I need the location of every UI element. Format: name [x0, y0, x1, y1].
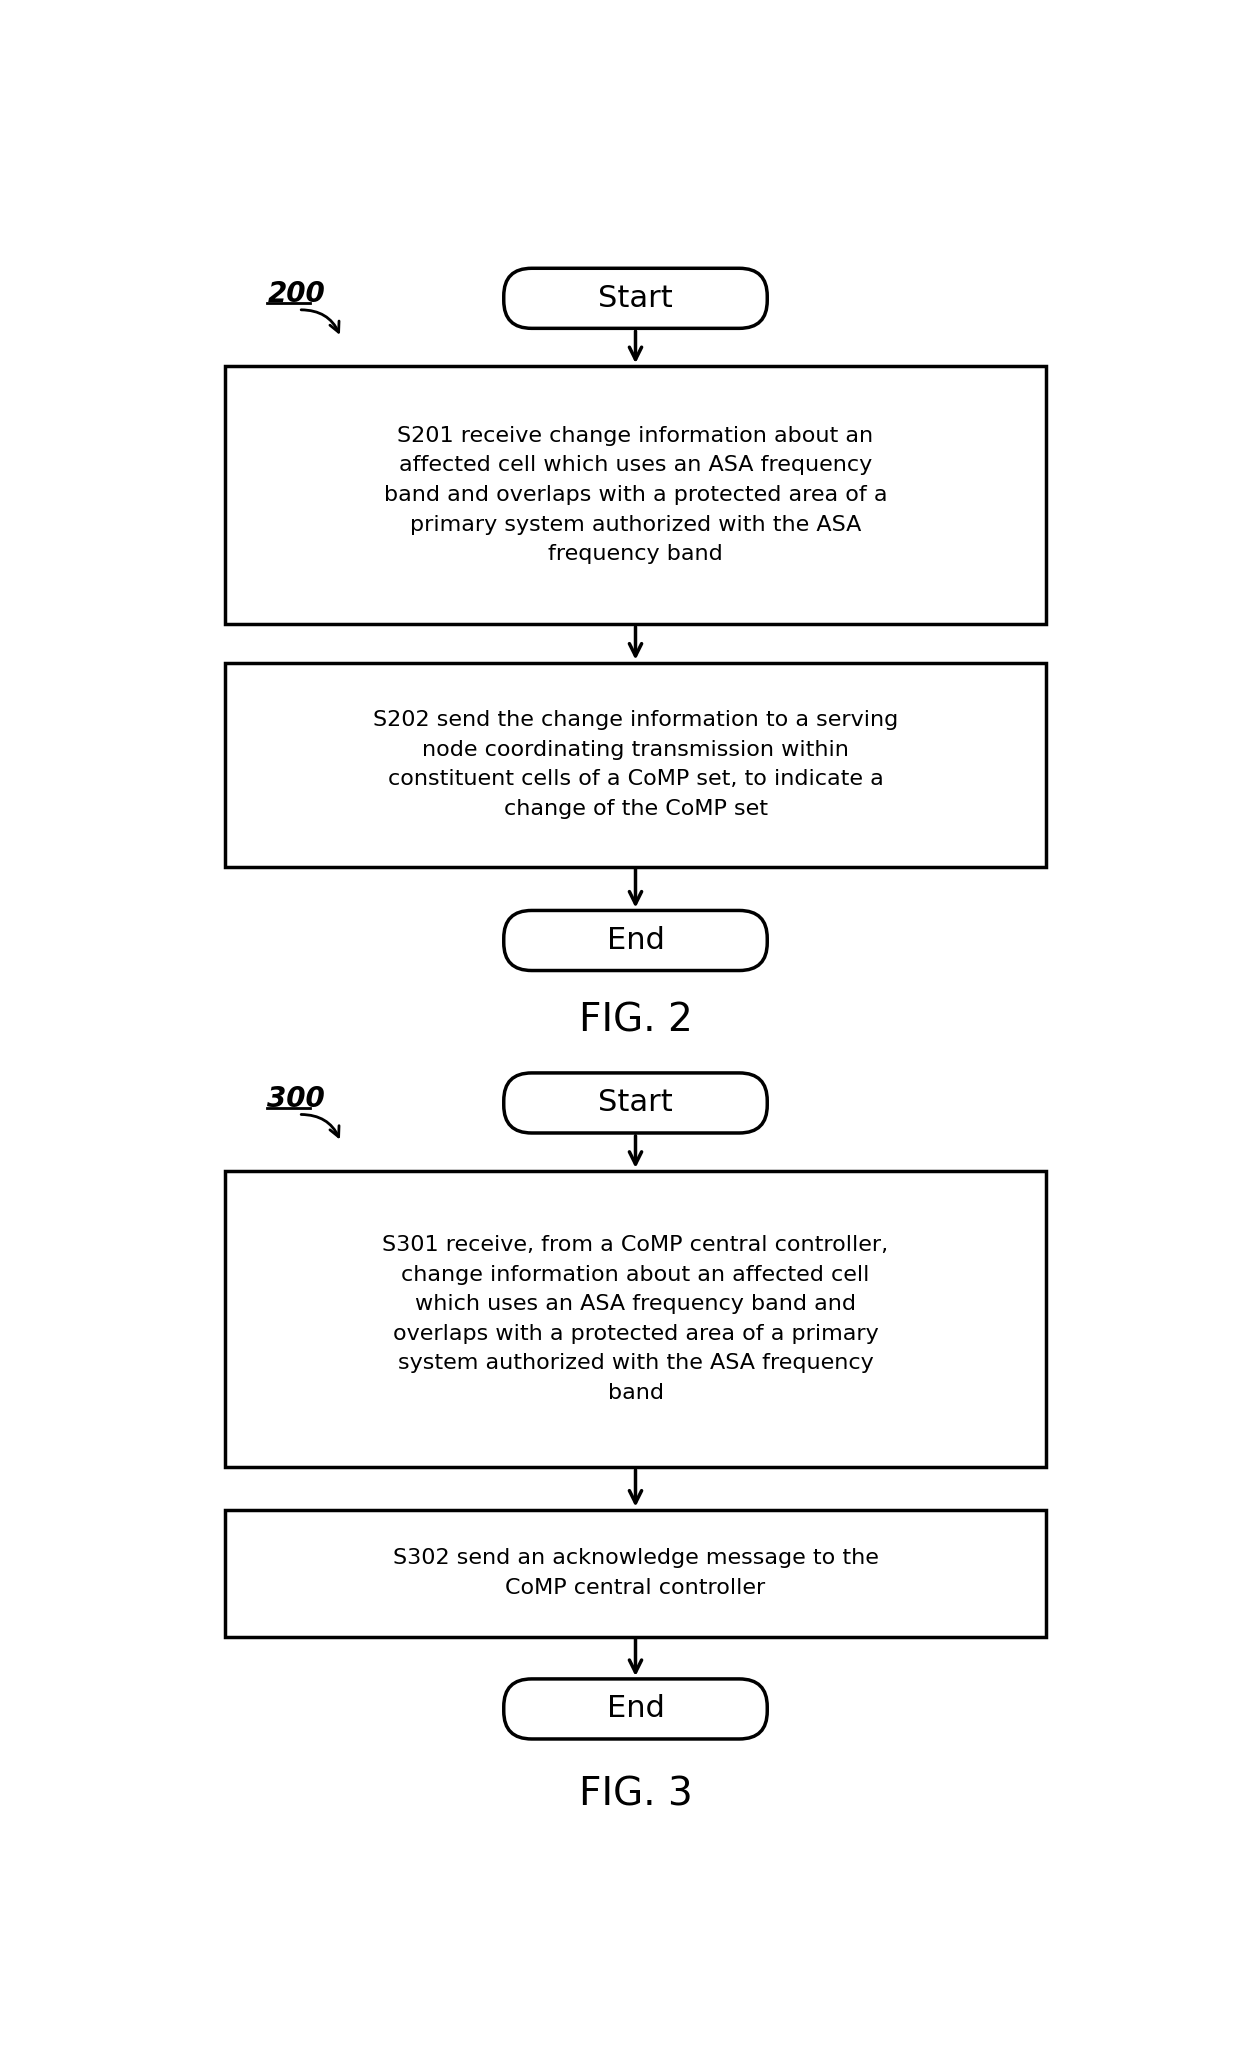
Bar	[224, 366, 1047, 625]
Text: S301 receive, from a CoMP central controller,
change information about an affect: S301 receive, from a CoMP central contro…	[382, 1236, 889, 1402]
FancyBboxPatch shape	[503, 267, 768, 329]
Bar	[224, 1170, 1047, 1468]
Text: FIG. 3: FIG. 3	[579, 1776, 692, 1813]
FancyBboxPatch shape	[503, 911, 768, 970]
Text: S201 receive change information about an
affected cell which uses an ASA frequen: S201 receive change information about an…	[383, 426, 888, 563]
Text: End: End	[606, 925, 665, 954]
Text: 300: 300	[268, 1086, 325, 1112]
Bar	[224, 662, 1047, 866]
Text: S302 send an acknowledge message to the
CoMP central controller: S302 send an acknowledge message to the …	[393, 1548, 878, 1598]
Text: End: End	[606, 1694, 665, 1723]
FancyBboxPatch shape	[503, 1073, 768, 1133]
Text: 200: 200	[268, 280, 325, 308]
Text: S202 send the change information to a serving
node coordinating transmission wit: S202 send the change information to a se…	[373, 709, 898, 818]
Text: Start: Start	[598, 284, 673, 313]
Bar	[224, 1509, 1047, 1637]
FancyBboxPatch shape	[503, 1680, 768, 1739]
Text: FIG. 2: FIG. 2	[579, 1001, 692, 1040]
Text: Start: Start	[598, 1088, 673, 1118]
